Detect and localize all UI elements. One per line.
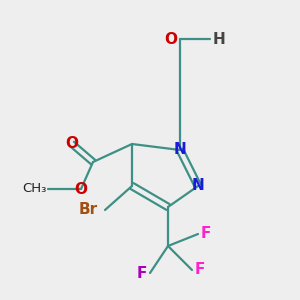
Text: H: H [213,32,226,46]
Text: CH₃: CH₃ [22,182,46,196]
Text: F: F [136,266,147,280]
Text: O: O [65,136,79,152]
Text: O: O [164,32,177,46]
Text: N: N [192,178,204,194]
Text: F: F [195,262,206,278]
Text: F: F [201,226,211,242]
Text: O: O [74,182,88,196]
Text: Br: Br [78,202,98,217]
Text: N: N [174,142,186,158]
